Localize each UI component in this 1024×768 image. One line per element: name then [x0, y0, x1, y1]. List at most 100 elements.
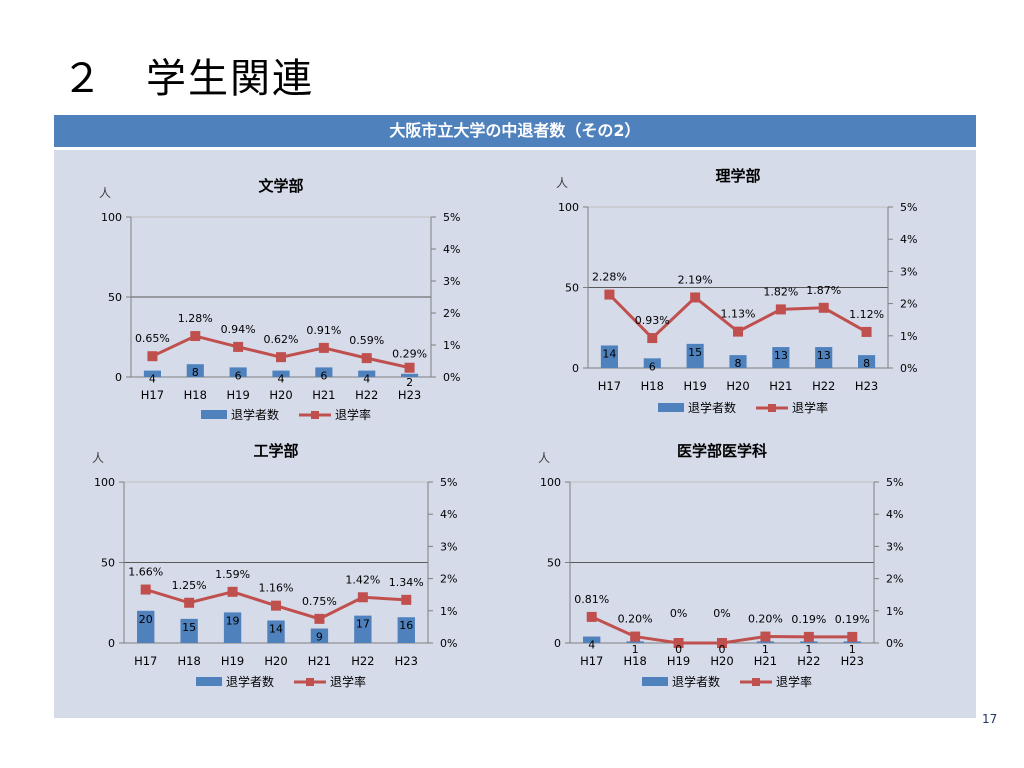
- bar: [815, 347, 833, 368]
- bar: [858, 355, 876, 368]
- line-point: [775, 304, 786, 315]
- y-tick-label: 100: [558, 201, 579, 214]
- unit-label: 人: [99, 186, 111, 200]
- y2-tick-label: 4%: [886, 508, 903, 521]
- y2-tick-label: 2%: [900, 298, 917, 311]
- unit-label: 人: [92, 451, 104, 465]
- x-tick-label: H19: [227, 388, 250, 402]
- y-tick-label: 100: [94, 476, 115, 489]
- y2-tick-label: 3%: [440, 540, 457, 553]
- line-value-label: 2.19%: [678, 273, 713, 286]
- bar-value-label: 0: [719, 643, 726, 656]
- y2-tick-label: 2%: [443, 307, 460, 320]
- bar: [137, 610, 155, 643]
- bar-value-label: 4: [278, 373, 285, 386]
- bar: [800, 641, 818, 643]
- line-value-label: 1.82%: [763, 285, 798, 298]
- bar-value-label: 8: [863, 357, 870, 370]
- line-value-label: 1.34%: [389, 576, 424, 589]
- bar: [772, 347, 790, 368]
- page-number: 17: [982, 712, 998, 726]
- bar-value-label: 1: [849, 643, 856, 656]
- bar: [223, 612, 242, 643]
- bar-value-label: 19: [226, 614, 240, 627]
- bar-value-label: 15: [688, 346, 702, 359]
- y-tick-label: 0: [115, 371, 122, 384]
- bar: [583, 636, 601, 643]
- bar-value-label: 14: [269, 622, 283, 635]
- y2-tick-label: 3%: [900, 265, 917, 278]
- line-value-label: 0.81%: [574, 593, 609, 606]
- bar: [354, 615, 372, 643]
- bar-value-label: 17: [356, 618, 370, 631]
- line-value-label: 1.12%: [849, 308, 884, 321]
- bar-value-label: 6: [320, 369, 327, 382]
- bar: [401, 373, 419, 377]
- x-tick-label: H20: [264, 654, 287, 668]
- y2-tick-label: 0%: [443, 371, 460, 384]
- legend-swatch-bar: [642, 677, 668, 686]
- bar: [600, 345, 618, 368]
- bar-value-label: 4: [588, 639, 595, 652]
- bar: [643, 358, 661, 368]
- y2-tick-label: 5%: [443, 211, 460, 224]
- x-tick-label: H21: [308, 654, 331, 668]
- line-value-label: 0%: [670, 607, 687, 620]
- chart-title: 工学部: [253, 442, 298, 460]
- legend-label-line: 退学率: [792, 400, 828, 415]
- line-point: [318, 342, 329, 353]
- bar-value-label: 8: [735, 357, 742, 370]
- line-point: [630, 631, 641, 642]
- x-tick-label: H19: [221, 654, 244, 668]
- bar: [729, 355, 747, 368]
- chart-title: 理学部: [715, 167, 760, 185]
- x-tick-label: H17: [141, 388, 164, 402]
- y2-tick-label: 0%: [900, 362, 917, 375]
- legend-swatch-bar: [658, 403, 684, 412]
- y2-tick-label: 1%: [900, 330, 917, 343]
- x-tick-label: H17: [580, 654, 603, 668]
- y-tick-label: 50: [547, 557, 561, 570]
- line-point: [314, 613, 325, 624]
- x-tick-label: H23: [398, 388, 421, 402]
- y2-tick-label: 5%: [440, 476, 457, 489]
- y2-tick-label: 1%: [886, 605, 903, 618]
- line-value-label: 0.62%: [264, 333, 299, 346]
- chart-title: 文学部: [258, 177, 303, 195]
- bar-value-label: 15: [182, 621, 196, 634]
- x-tick-label: H23: [841, 654, 864, 668]
- y2-tick-label: 3%: [886, 540, 903, 553]
- line-point: [861, 326, 872, 337]
- bar-value-label: 9: [316, 631, 323, 644]
- x-tick-label: H17: [598, 379, 621, 393]
- y2-tick-label: 4%: [443, 243, 460, 256]
- page-title: ２ 学生関連: [62, 56, 314, 102]
- line-value-label: 0%: [713, 607, 730, 620]
- bar-value-label: 8: [192, 366, 199, 379]
- line-value-label: 0.19%: [835, 613, 870, 626]
- legend-label-line: 退学率: [330, 674, 366, 689]
- bar: [180, 618, 198, 643]
- legend-label-bar: 退学者数: [231, 407, 279, 422]
- legend-swatch-bar: [196, 677, 222, 686]
- legend-swatch-marker: [306, 678, 314, 686]
- legend-swatch-marker: [752, 678, 760, 686]
- x-tick-label: H22: [355, 388, 378, 402]
- line-point: [271, 600, 281, 611]
- x-tick-label: H23: [855, 379, 878, 393]
- legend-label-bar: 退学者数: [226, 674, 274, 689]
- y2-tick-label: 1%: [443, 339, 460, 352]
- y2-tick-label: 4%: [440, 508, 457, 521]
- line-point: [357, 592, 368, 603]
- legend-label-line: 退学率: [776, 674, 812, 689]
- x-tick-label: H21: [312, 388, 335, 402]
- line-point: [140, 584, 151, 595]
- x-tick-label: H18: [641, 379, 664, 393]
- x-tick-label: H18: [178, 654, 201, 668]
- x-tick-label: H21: [769, 379, 792, 393]
- line-point: [276, 352, 286, 363]
- line-value-label: 0.94%: [221, 323, 256, 336]
- bar-value-label: 4: [149, 373, 156, 386]
